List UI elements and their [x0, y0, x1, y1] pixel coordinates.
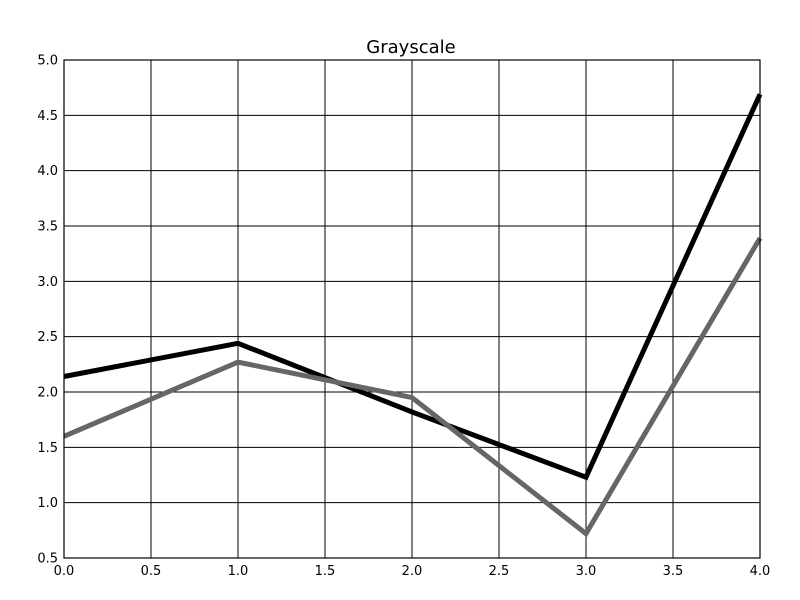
y-tick-label: 5.0: [37, 54, 58, 69]
x-tick-label: 4.0: [750, 564, 771, 579]
x-tick-label: 3.5: [663, 564, 684, 579]
y-axis-tick-labels: 0.5 1.0 1.5 2.0 2.5 3.0 3.5 4.0 4.5 5.0: [37, 54, 58, 567]
chart-title: Grayscale: [366, 37, 455, 58]
y-tick-label: 4.0: [37, 164, 58, 179]
x-tick-label: 1.0: [228, 564, 249, 579]
plot-area-frame: [63, 59, 761, 559]
x-tick-label: 2.5: [489, 564, 510, 579]
x-axis-tick-labels: 0.0 0.5 1.0 1.5 2.0 2.5 3.0 3.5 4.0: [54, 564, 771, 579]
y-tick-label: 4.5: [37, 109, 58, 124]
x-tick-label: 3.0: [576, 564, 597, 579]
y-tick-label: 3.0: [37, 275, 58, 290]
x-tick-label: 1.5: [315, 564, 336, 579]
y-tick-label: 1.5: [37, 441, 58, 456]
series-lines: [63, 93, 763, 538]
x-tick-label: 0.5: [141, 564, 162, 579]
y-tick-label: 3.5: [37, 220, 58, 235]
y-tick-label: 2.5: [37, 330, 58, 345]
y-tick-label: 2.0: [37, 386, 58, 401]
y-tick-label: 0.5: [37, 552, 58, 567]
x-tick-label: 2.0: [402, 564, 423, 579]
x-tick-label: 0.0: [54, 564, 75, 579]
y-tick-label: 1.0: [37, 496, 58, 511]
series-line-2: [63, 236, 763, 538]
series-line-1: [63, 93, 763, 481]
grid: [63, 59, 761, 559]
